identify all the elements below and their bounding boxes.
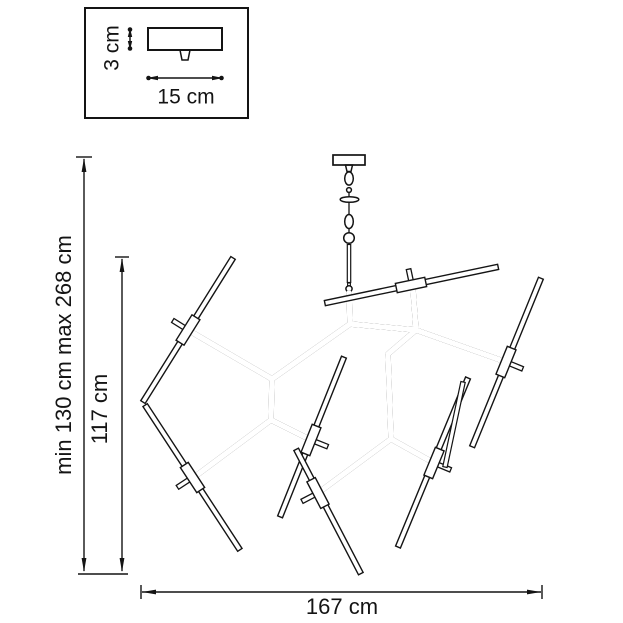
tube-collar: [394, 276, 428, 294]
width-dimension: [140, 585, 543, 599]
detail-width-arrow: [146, 75, 224, 81]
detail-height-arrow: [127, 27, 133, 51]
inset-canopy-nub: [179, 49, 191, 61]
hanging-rod: [345, 243, 353, 293]
tube-collar: [179, 461, 206, 494]
body-height-dimension: [78, 256, 129, 575]
suspension-chain: [339, 171, 360, 245]
tube-collar: [175, 313, 201, 347]
detail-height-label: 3 cm: [100, 25, 124, 71]
tube-collar: [300, 423, 322, 457]
canopy-detail-inset: [84, 7, 249, 119]
width-label: 167 cm: [305, 594, 379, 619]
light-tubes: [139, 255, 545, 576]
tube-collar: [305, 476, 331, 510]
inset-border: [84, 7, 249, 119]
overall-height-dimension: [76, 156, 92, 572]
tube-collar: [423, 446, 445, 480]
body-height-label: 117 cm: [87, 373, 112, 445]
inset-canopy-plate: [147, 27, 223, 51]
light-tube: [442, 380, 466, 469]
detail-width-label: 15 cm: [157, 85, 215, 109]
ceiling-canopy: [332, 154, 366, 173]
overall-height-label: min 130 cm max 268 cm: [51, 235, 76, 475]
tube-collar: [495, 345, 517, 379]
tube-collars: [175, 276, 517, 510]
